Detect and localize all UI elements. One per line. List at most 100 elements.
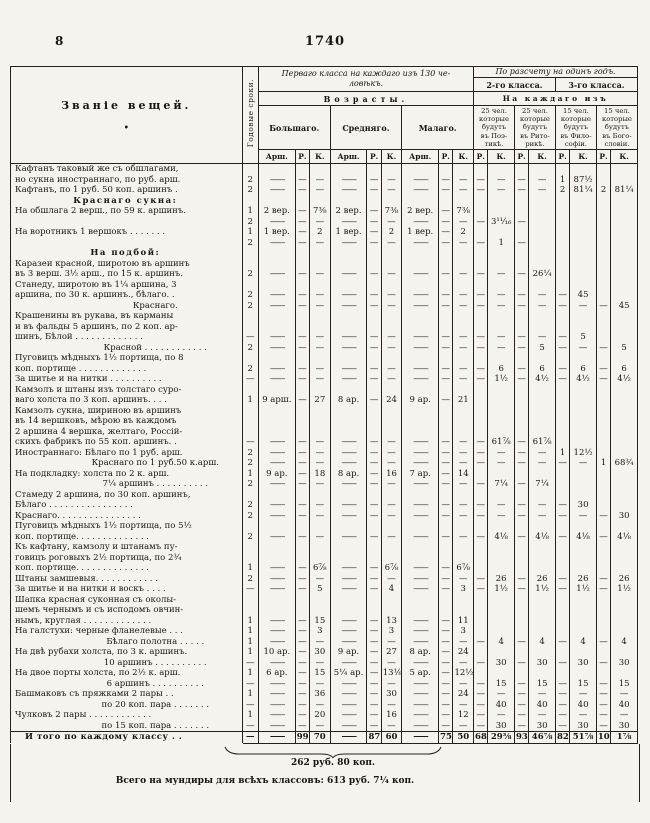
- value-cell: 1: [241, 594, 259, 627]
- value-cell: ——: [401, 374, 439, 385]
- value-cell: 15: [610, 678, 638, 690]
- value-cell: —: [294, 594, 310, 627]
- value-cell: —: [438, 342, 453, 354]
- value-cell: [257, 248, 296, 259]
- item-label: Крашенины въ рукава, въ карманы и въ фал…: [15, 311, 178, 343]
- value-cell: —: [513, 258, 529, 280]
- value-cell: —: [438, 710, 453, 721]
- value-cell: —: [452, 374, 474, 385]
- value-cell: 29⅜: [487, 731, 515, 744]
- value-cell: [366, 248, 382, 259]
- item-label: За шитье и на нитки и воскъ . . . .: [15, 584, 166, 595]
- value-cell: 46⅞: [528, 731, 556, 744]
- value-cell: 24: [452, 689, 474, 700]
- value-cell: [610, 542, 638, 574]
- value-cell: 40: [487, 699, 515, 711]
- value-cell: 2: [241, 279, 259, 301]
- value-cell: 1½: [487, 584, 515, 595]
- value-cell: [595, 216, 611, 228]
- table-row: 2 —— — — —— — — —— — — —3¹¹⁄₁₆ —: [11, 216, 638, 228]
- value-cell: 12½: [452, 668, 474, 679]
- value-cell: 21: [452, 384, 474, 406]
- value-cell: —: [473, 636, 488, 648]
- value-cell: —: [487, 710, 515, 721]
- value-cell: —: [452, 216, 474, 228]
- value-cell: —: [452, 479, 474, 490]
- value-cell: ——: [257, 489, 296, 511]
- value-cell: [569, 594, 597, 627]
- value-cell: —: [309, 405, 331, 448]
- value-cell: [610, 626, 638, 637]
- value-cell: —: [595, 374, 611, 385]
- value-cell: [595, 447, 611, 459]
- value-cell: —: [366, 405, 382, 448]
- items-header: Званіе вещей. •: [10, 65, 243, 165]
- value-cell: —: [438, 311, 453, 343]
- value-cell: ——: [257, 216, 296, 228]
- value-cell: —: [366, 258, 382, 280]
- value-cell: [554, 542, 570, 574]
- value-cell: 1½: [487, 374, 515, 385]
- unit-header: Р.: [473, 149, 489, 165]
- value-cell: 81¼: [610, 185, 638, 196]
- value-cell: 9 арш.: [257, 384, 296, 406]
- value-cell: —: [241, 720, 259, 732]
- item-label: Краснаго.: [132, 300, 178, 311]
- value-cell: ——: [257, 731, 296, 744]
- value-cell: 3: [380, 626, 402, 637]
- value-cell: —: [309, 699, 331, 711]
- value-cell: ——: [257, 342, 296, 354]
- value-cell: [513, 647, 529, 658]
- value-cell: 81¼: [569, 185, 597, 196]
- value-cell: —: [241, 678, 259, 690]
- value-cell: [487, 227, 515, 238]
- value-cell: 2 вер.: [401, 206, 439, 217]
- value-cell: —: [452, 720, 474, 732]
- value-cell: —: [438, 573, 453, 585]
- value-cell: —: [487, 489, 515, 511]
- table-row: 6 аршинъ . . . . . . . . . . — —— — — —— — — —— —…: [11, 678, 638, 690]
- item-label: Красной . . . . . . . . . . . .: [103, 342, 207, 353]
- table-row: Краснаго по 1 руб.50 к.арш. 2 —— — — —— — — —— — —…: [11, 458, 638, 469]
- value-cell: 2 вер.: [257, 206, 296, 217]
- value-cell: —: [309, 258, 331, 280]
- value-cell: —: [513, 584, 529, 595]
- value-cell: [528, 248, 556, 259]
- value-cell: —: [473, 521, 488, 543]
- value-cell: —: [473, 458, 488, 469]
- age-small: Малаго.: [401, 104, 475, 151]
- value-cell: ——: [401, 279, 439, 301]
- value-cell: [610, 405, 638, 448]
- value-cell: [610, 279, 638, 301]
- value-cell: [473, 668, 488, 679]
- ages-title: Возрасты.: [257, 91, 475, 106]
- value-cell: —: [366, 384, 382, 406]
- table-row: Камзолъ сукна, шириною въ аршинъ въ 14 в…: [11, 405, 638, 448]
- value-cell: 1: [241, 468, 259, 480]
- value-cell: ——: [257, 374, 296, 385]
- table-row: по 20 коп. пара . . . . . . . — —— — — —— — — ——…: [11, 699, 638, 711]
- value-cell: —: [595, 521, 611, 543]
- value-cell: 4: [380, 584, 402, 595]
- value-cell: —: [380, 573, 402, 585]
- value-cell: 2: [380, 227, 402, 238]
- value-cell: —: [366, 668, 382, 679]
- value-cell: 7⅜: [309, 206, 331, 217]
- value-cell: [610, 447, 638, 459]
- value-cell: —: [294, 584, 310, 595]
- table-row: Башмаковъ съ пряжками 2 пары . . 1 —— —36 ——…: [11, 689, 638, 700]
- value-cell: [487, 647, 515, 658]
- value-cell: 82: [554, 731, 570, 744]
- value-cell: 10 ар.: [257, 647, 296, 658]
- value-cell: 9 ар.: [329, 647, 367, 658]
- value-cell: —: [294, 636, 310, 648]
- value-cell: —: [452, 678, 474, 690]
- value-cell: —: [241, 657, 259, 669]
- value-cell: [554, 216, 570, 228]
- value-cell: —: [294, 384, 310, 406]
- value-cell: —: [309, 447, 331, 459]
- value-cell: —: [438, 678, 453, 690]
- value-cell: [610, 195, 638, 207]
- value-cell: [569, 626, 597, 637]
